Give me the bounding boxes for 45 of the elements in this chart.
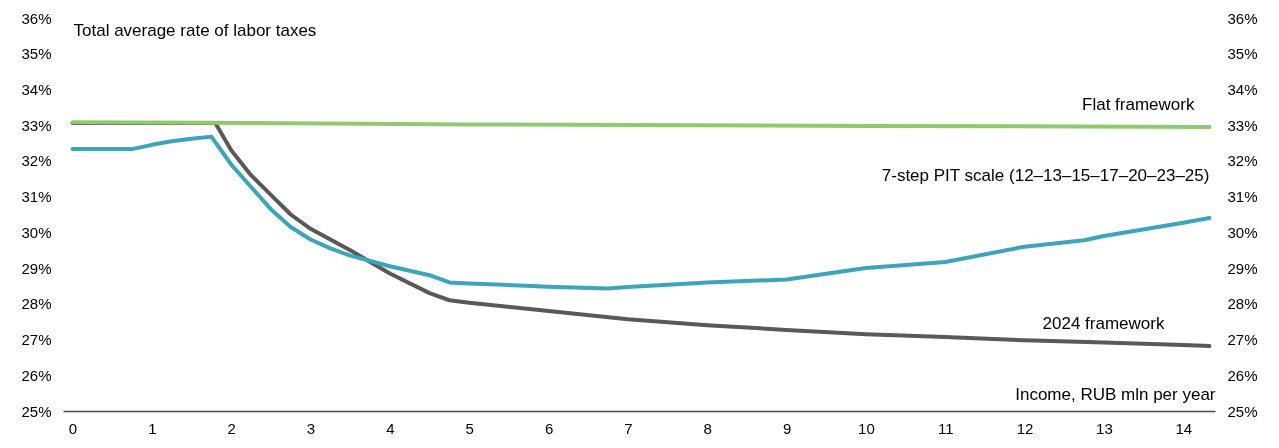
x-tick-label: 9 <box>782 419 792 437</box>
x-tick-label: 12 <box>1016 419 1034 437</box>
y2-tick-label: 35% <box>1227 45 1258 63</box>
x-tick-label: 7 <box>624 419 633 437</box>
x-tick-label: 11 <box>937 419 954 437</box>
y-tick-label: 29% <box>21 259 52 277</box>
y2-tick-label: 25% <box>1227 402 1258 420</box>
y2-tick-label: 26% <box>1227 366 1258 384</box>
series-label: Flat framework <box>1082 94 1195 114</box>
y-tick-label: 26% <box>21 366 52 384</box>
y2-tick-label: 36% <box>1227 9 1258 27</box>
y2-tick-label: 31% <box>1227 188 1258 206</box>
line-series <box>70 134 1212 291</box>
y-axis-title: Total average rate of labor taxes <box>73 20 317 40</box>
x-tick-label: 8 <box>703 419 712 437</box>
y-tick-label: 25% <box>21 402 52 420</box>
y-tick-label: 31% <box>21 188 52 206</box>
y2-tick-label: 33% <box>1227 116 1258 134</box>
series-label: 7-step PIT scale (12–13–15–17–20–23–25) <box>881 166 1210 186</box>
x-tick-label: 6 <box>544 419 554 437</box>
x-tick-label: 3 <box>306 419 316 437</box>
x-tick-label: 14 <box>1175 419 1193 437</box>
y2-tick-label: 30% <box>1227 223 1258 241</box>
y2-tick-label: 32% <box>1227 152 1258 170</box>
y-tick-label: 33% <box>21 116 52 134</box>
y-tick-label: 36% <box>21 9 52 27</box>
x-tick-label: 4 <box>386 419 395 437</box>
x-tick-label: 5 <box>465 419 474 437</box>
x-axis-title: Income, RUB mln per year <box>1015 384 1216 404</box>
y-tick-label: 30% <box>21 223 52 241</box>
series-label: 2024 framework <box>1042 313 1165 333</box>
y-tick-label: 34% <box>21 80 52 98</box>
y-tick-label: 27% <box>21 331 52 349</box>
y-tick-label: 32% <box>21 152 52 170</box>
x-tick-label: 10 <box>858 419 875 437</box>
x-tick-label: 0 <box>68 419 78 437</box>
x-tick-label: 13 <box>1096 419 1113 437</box>
y-tick-label: 35% <box>21 45 52 63</box>
x-tick-label: 1 <box>148 419 157 437</box>
x-tick-label: 2 <box>227 419 236 437</box>
y-tick-label: 28% <box>21 295 52 313</box>
y2-tick-label: 28% <box>1227 295 1258 313</box>
y2-tick-label: 34% <box>1227 80 1258 98</box>
y2-tick-label: 29% <box>1227 259 1258 277</box>
y2-tick-label: 27% <box>1227 331 1258 349</box>
